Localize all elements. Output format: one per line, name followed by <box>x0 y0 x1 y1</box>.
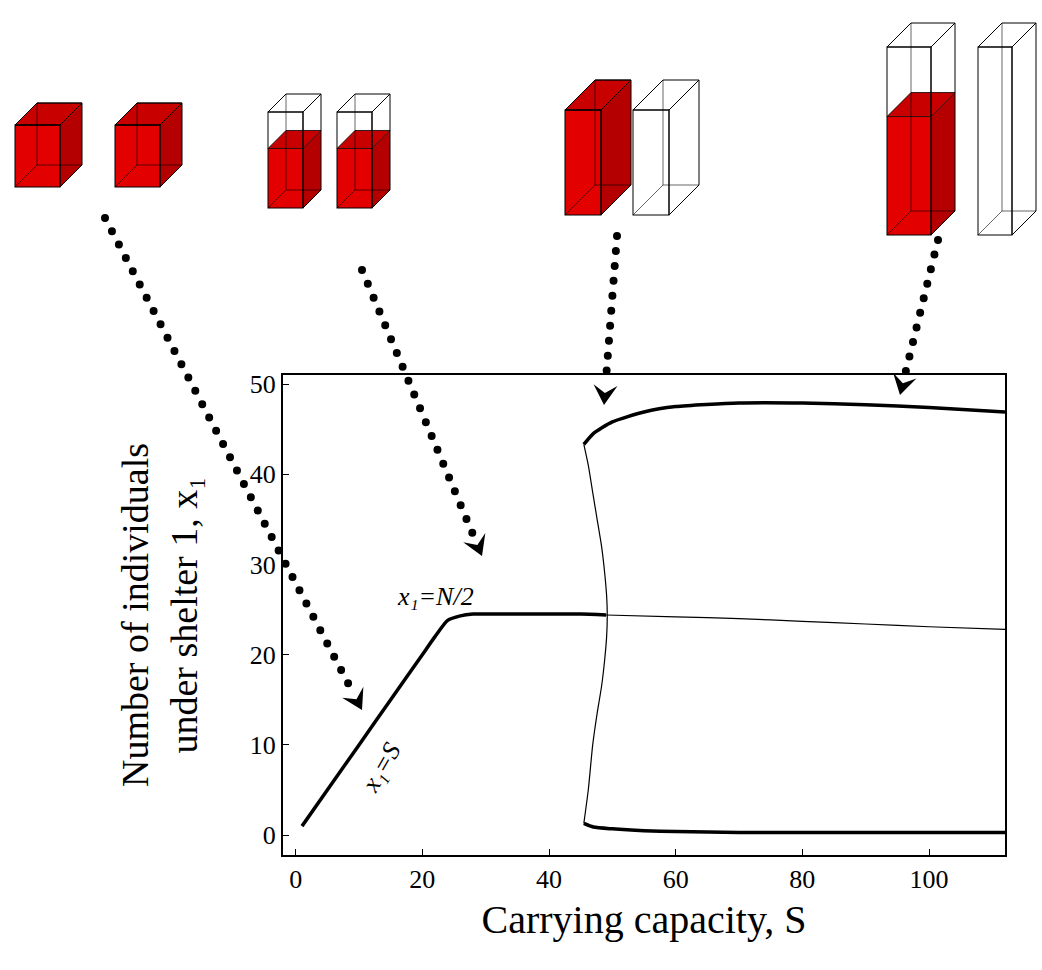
svg-text:80: 80 <box>789 865 815 894</box>
svg-text:Carrying capacity, S: Carrying capacity, S <box>481 897 806 942</box>
svg-text:100: 100 <box>910 865 949 894</box>
svg-text:x₁=N/2: x₁=N/2 <box>397 582 474 611</box>
svg-text:20: 20 <box>250 641 276 670</box>
svg-text:0: 0 <box>263 821 276 850</box>
svg-text:0: 0 <box>289 865 302 894</box>
svg-text:Number of individualsunder she: Number of individualsunder shelter 1, x₁ <box>114 443 205 787</box>
svg-text:60: 60 <box>663 865 689 894</box>
svg-text:40: 40 <box>536 865 562 894</box>
svg-text:30: 30 <box>250 551 276 580</box>
svg-text:40: 40 <box>250 460 276 489</box>
svg-text:50: 50 <box>250 370 276 399</box>
svg-text:x₁=S: x₁=S <box>356 738 407 798</box>
svg-text:20: 20 <box>409 865 435 894</box>
svg-text:10: 10 <box>250 731 276 760</box>
